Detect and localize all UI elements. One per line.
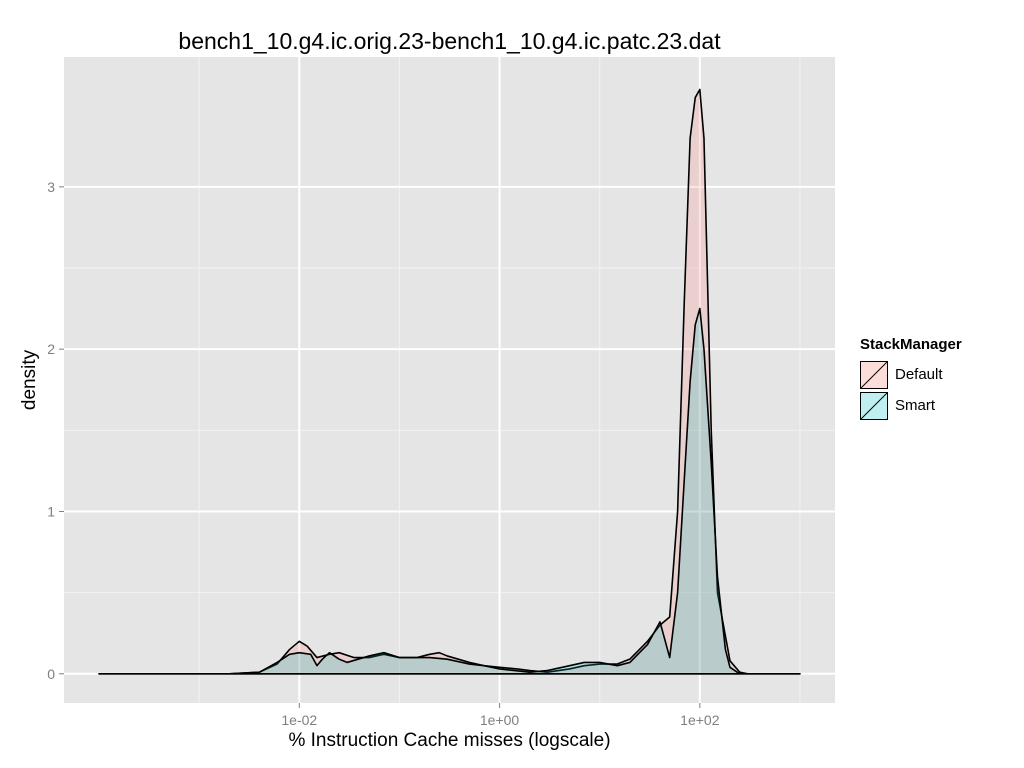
y-axis-label: density <box>19 349 40 411</box>
legend: StackManager Default Smart <box>860 336 962 421</box>
legend-item-default: Default <box>860 359 962 390</box>
y-tick-label: 2 <box>47 341 55 357</box>
x-tick-label: 1e-02 <box>281 712 317 728</box>
y-tick-label: 0 <box>47 666 55 682</box>
y-tick-label: 1 <box>47 503 55 519</box>
x-tick-label: 1e+02 <box>680 712 720 728</box>
x-axis-label: % Instruction Cache misses (logscale) <box>288 730 611 751</box>
legend-title: StackManager <box>860 336 962 353</box>
y-tick-label: 3 <box>47 179 55 195</box>
chart-title: bench1_10.g4.ic.orig.23-bench1_10.g4.ic.… <box>178 28 721 54</box>
legend-label-default: Default <box>895 366 943 383</box>
density-area-default <box>98 88 801 675</box>
legend-label-smart: Smart <box>895 397 936 414</box>
density-area-smart <box>98 307 801 675</box>
x-tick-label: 1e+00 <box>480 712 520 728</box>
legend-key-default <box>860 360 888 389</box>
legend-item-smart: Smart <box>860 390 962 421</box>
legend-key-smart <box>860 391 888 420</box>
